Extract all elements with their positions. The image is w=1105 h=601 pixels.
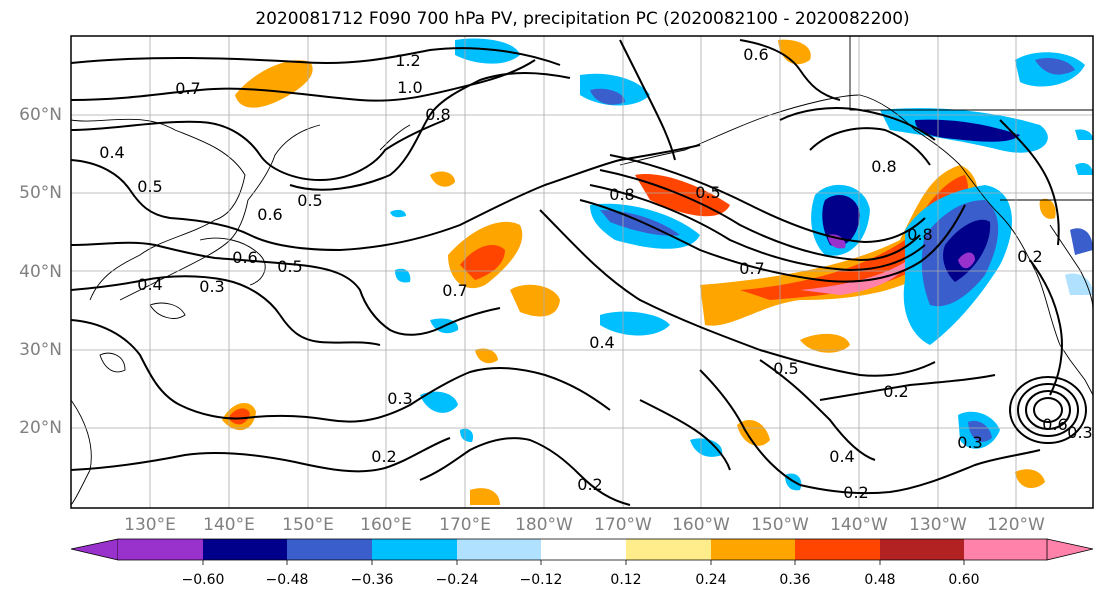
colorbar-tick-label: −0.60 [181, 572, 225, 588]
colorbar-bin [880, 539, 964, 560]
lat-label: 30°N [19, 340, 62, 360]
colorbar [70, 538, 1094, 565]
contour-label: 0.5 [297, 191, 322, 210]
contour-label: 0.6 [257, 205, 282, 224]
colorbar-tick-label: −0.36 [350, 572, 394, 588]
colorbar-tick-label: 0.12 [610, 572, 642, 588]
precip-shading [222, 38, 1093, 505]
lat-label: 20°N [19, 418, 62, 438]
contour-label: 1.2 [395, 51, 420, 70]
colorbar-bin [457, 539, 541, 560]
contour-label: 0.4 [829, 447, 854, 466]
contour-label: 0.4 [589, 333, 614, 352]
colorbar-tick-label: −0.12 [519, 572, 563, 588]
colorbar-tick-label: 0.60 [948, 572, 980, 588]
contour-label: 0.7 [442, 281, 467, 300]
lon-label: 130°E [124, 515, 176, 535]
contour-label: 1.0 [397, 78, 422, 97]
contour-label: 0.3 [1067, 423, 1092, 442]
colorbar-bin [626, 539, 711, 560]
contour-label: 0.4 [99, 143, 124, 162]
contour-label: 0.2 [371, 447, 396, 466]
colorbar-tick-label: −0.24 [435, 572, 479, 588]
colorbar-max-extend [1046, 538, 1094, 561]
contour-label: 0.7 [175, 79, 200, 98]
lon-label: 170°E [439, 515, 491, 535]
contour-label: 0.6 [1042, 415, 1067, 434]
contour-label: 0.4 [137, 275, 162, 294]
lon-label: 180°W [515, 515, 573, 535]
colorbar-min-extend [70, 538, 119, 561]
lat-label: 60°N [19, 105, 62, 125]
lat-label: 50°N [19, 183, 62, 203]
pv-contours [71, 39, 1087, 506]
contour-label: 0.5 [137, 177, 162, 196]
contour-label: 0.3 [199, 277, 224, 296]
colorbar-bin [372, 539, 457, 560]
contour-label: 0.3 [957, 433, 982, 452]
contour-label-group: 0.7 1.2 1.0 0.6 0.4 0.5 0.5 0.6 0.5 0.6 … [99, 45, 1092, 502]
lon-label: 160°W [672, 515, 730, 535]
colorbar-bin [964, 539, 1047, 560]
contour-label: 0.2 [1017, 247, 1042, 266]
map-frame [70, 35, 1094, 509]
colorbar-tick-label: 0.36 [779, 572, 811, 588]
lon-label: 170°W [594, 515, 652, 535]
lon-label: 140°E [203, 515, 255, 535]
contour-label: 0.8 [609, 185, 634, 204]
contour-label: 0.8 [871, 157, 896, 176]
colorbar-bin [287, 539, 372, 560]
lon-label: 140°W [830, 515, 888, 535]
contour-label: 0.5 [277, 257, 302, 276]
figure-title: 2020081712 F090 700 hPa PV, precipitatio… [255, 9, 910, 29]
contour-label: 0.8 [425, 105, 450, 124]
colorbar-bin [795, 539, 880, 560]
contour-label: 0.3 [387, 389, 412, 408]
colorbar-bin [711, 539, 795, 560]
contour-label: 0.6 [232, 248, 257, 267]
contour-label: 0.5 [773, 359, 798, 378]
lon-label: 150°E [282, 515, 334, 535]
graticule [71, 36, 1093, 508]
lon-label: 150°W [751, 515, 809, 535]
contour-label: 0.2 [577, 475, 602, 494]
contour-label: 0.7 [739, 259, 764, 278]
contour-label: 0.6 [743, 45, 768, 64]
contour-label: 0.8 [907, 225, 932, 244]
colorbar-bin [541, 539, 626, 560]
colorbar-tick-label: 0.24 [695, 572, 727, 588]
lon-label: 130°W [909, 515, 967, 535]
contour-label: 0.5 [695, 183, 720, 202]
colorbar-tick-label: 0.48 [864, 572, 896, 588]
lon-label: 160°E [360, 515, 412, 535]
contour-label: 0.2 [843, 483, 868, 502]
colorbar-bin [203, 539, 287, 560]
lat-label: 40°N [19, 262, 62, 282]
colorbar-tick-label: −0.48 [265, 572, 309, 588]
contour-label: 0.2 [883, 382, 908, 401]
lon-label: 120°W [987, 515, 1045, 535]
colorbar-bin [118, 539, 203, 560]
